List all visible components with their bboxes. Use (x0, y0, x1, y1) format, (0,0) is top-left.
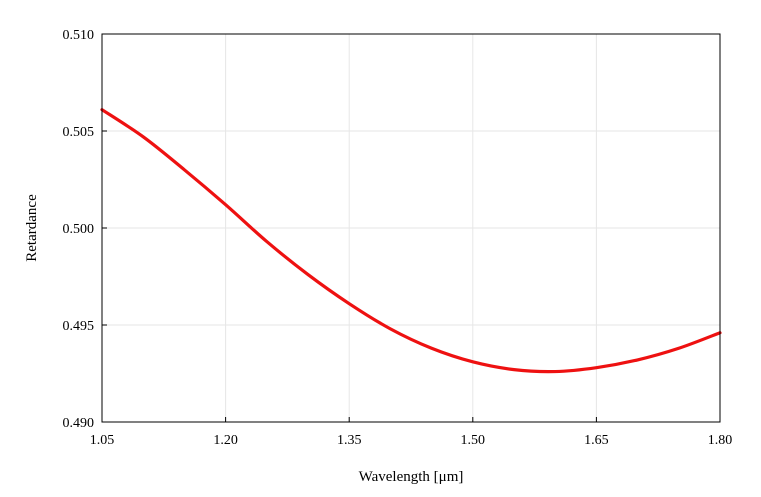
y-tick-label: 0.505 (63, 125, 95, 140)
retardance-line (100, 108, 722, 374)
y-axis-title: Retardance (24, 194, 40, 262)
y-tick-label: 0.495 (63, 319, 95, 334)
y-tick-label: 0.490 (63, 416, 95, 431)
series-layer (100, 108, 722, 374)
x-axis-title: Wavelength [μm] (359, 469, 464, 485)
x-tick-label: 1.65 (584, 433, 609, 448)
y-tick-label: 0.510 (63, 28, 95, 43)
y-axis: 0.490 0.495 0.500 0.505 0.510 (63, 28, 107, 431)
x-tick-label: 1.80 (708, 433, 733, 448)
x-tick-label: 1.05 (90, 433, 115, 448)
x-tick-label: 1.50 (461, 433, 486, 448)
x-tick-label: 1.20 (213, 433, 238, 448)
x-tick-label: 1.35 (337, 433, 362, 448)
y-tick-label: 0.500 (63, 222, 95, 237)
x-axis: 1.05 1.20 1.35 1.50 1.65 1.80 (90, 417, 733, 448)
